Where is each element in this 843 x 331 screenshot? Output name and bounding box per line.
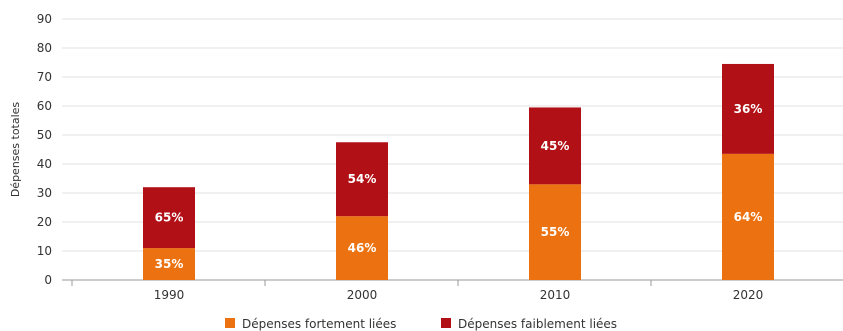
data-label: 36% — [734, 102, 763, 116]
y-tick-label: 30 — [37, 186, 52, 200]
data-label: 64% — [734, 210, 763, 224]
bars: 35% 65% 46% 54% 55% 45% 64% 36% — [143, 63, 774, 280]
bar-segment — [529, 184, 581, 280]
legend-label: Dépenses faiblement liées — [458, 317, 617, 331]
legend: Dépenses fortement liées Dépenses faiblem… — [225, 317, 617, 331]
legend-swatch — [225, 318, 235, 328]
y-tick-label: 60 — [37, 99, 52, 113]
data-label: 65% — [155, 211, 184, 225]
data-label: 35% — [155, 257, 184, 271]
y-tick-label: 10 — [37, 244, 52, 258]
y-axis-ticks: 0 10 20 30 40 50 60 70 80 90 — [37, 12, 52, 287]
y-tick-label: 70 — [37, 70, 52, 84]
y-tick-label: 20 — [37, 215, 52, 229]
x-axis: 1990 2000 2010 2020 — [71, 280, 764, 302]
y-tick-label: 90 — [37, 12, 52, 26]
x-tick-label: 2020 — [733, 288, 764, 302]
bar-segment — [722, 63, 774, 154]
data-label: 54% — [348, 172, 377, 186]
y-tick-label: 80 — [37, 41, 52, 55]
y-tick-label: 50 — [37, 128, 52, 142]
x-tick-label: 2010 — [540, 288, 571, 302]
bar-segment — [143, 187, 195, 249]
legend-label: Dépenses fortement liées — [242, 317, 396, 331]
data-label: 55% — [541, 225, 570, 239]
bar-segment — [529, 107, 581, 185]
bar-segment — [722, 153, 774, 280]
bar-segment — [336, 216, 388, 280]
data-label: 45% — [541, 139, 570, 153]
data-label: 46% — [348, 241, 377, 255]
y-axis-label: Dépenses totales — [9, 102, 22, 198]
y-tick-label: 40 — [37, 157, 52, 171]
x-tick-label: 1990 — [154, 288, 185, 302]
bar-segment — [336, 142, 388, 217]
legend-swatch — [441, 318, 451, 328]
bar-segment — [143, 248, 195, 280]
x-tick-label: 2000 — [347, 288, 378, 302]
y-tick-label: 0 — [44, 273, 52, 287]
